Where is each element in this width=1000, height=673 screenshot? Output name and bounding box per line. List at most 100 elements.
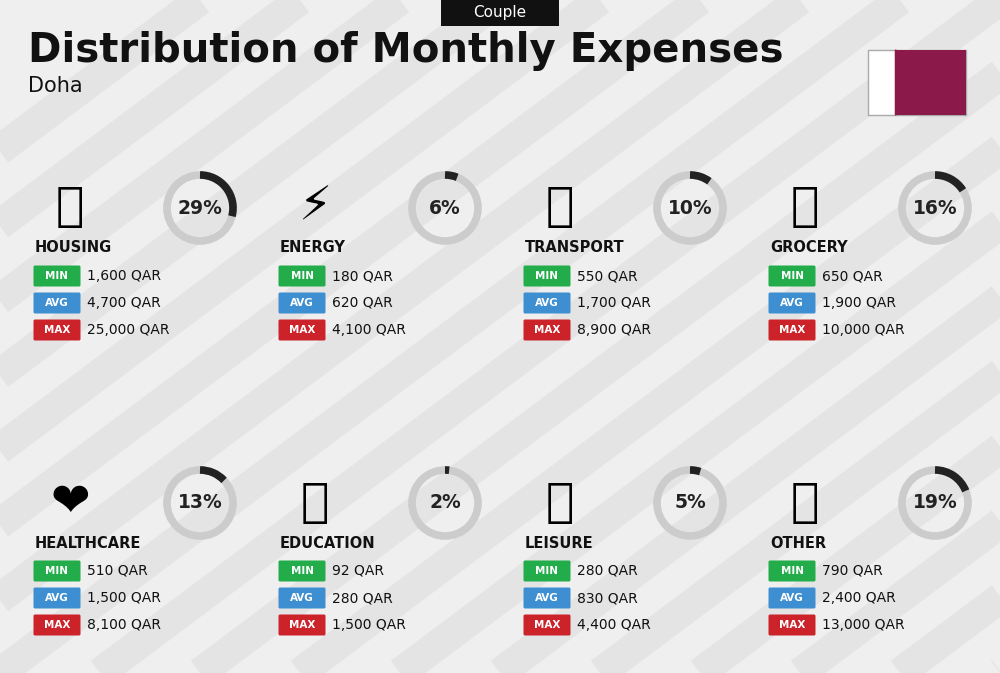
- Text: ❤: ❤: [50, 481, 90, 526]
- FancyBboxPatch shape: [768, 266, 816, 287]
- Text: MAX: MAX: [289, 620, 315, 630]
- Text: ⚡: ⚡: [298, 186, 332, 230]
- Text: 10%: 10%: [668, 199, 712, 217]
- FancyBboxPatch shape: [768, 588, 816, 608]
- Text: 180 QAR: 180 QAR: [332, 269, 393, 283]
- Text: MIN: MIN: [290, 566, 314, 576]
- FancyBboxPatch shape: [524, 614, 570, 635]
- Text: 8,900 QAR: 8,900 QAR: [577, 323, 651, 337]
- Text: MAX: MAX: [44, 620, 70, 630]
- Text: MIN: MIN: [46, 566, 68, 576]
- FancyBboxPatch shape: [278, 293, 326, 314]
- FancyBboxPatch shape: [278, 561, 326, 581]
- Text: 92 QAR: 92 QAR: [332, 564, 384, 578]
- Text: 8,100 QAR: 8,100 QAR: [87, 618, 161, 632]
- FancyBboxPatch shape: [278, 614, 326, 635]
- Text: Distribution of Monthly Expenses: Distribution of Monthly Expenses: [28, 31, 784, 71]
- Text: 4,100 QAR: 4,100 QAR: [332, 323, 406, 337]
- Text: 1,500 QAR: 1,500 QAR: [87, 591, 161, 605]
- Text: AVG: AVG: [45, 298, 69, 308]
- Text: MAX: MAX: [779, 325, 805, 335]
- Text: 650 QAR: 650 QAR: [822, 269, 883, 283]
- FancyBboxPatch shape: [895, 50, 966, 115]
- Text: AVG: AVG: [535, 593, 559, 603]
- Text: AVG: AVG: [780, 298, 804, 308]
- Text: 19%: 19%: [913, 493, 957, 513]
- Polygon shape: [895, 50, 905, 61]
- Text: 10,000 QAR: 10,000 QAR: [822, 323, 905, 337]
- Text: MAX: MAX: [289, 325, 315, 335]
- Text: 6%: 6%: [429, 199, 461, 217]
- Text: 29%: 29%: [178, 199, 222, 217]
- FancyBboxPatch shape: [34, 320, 80, 341]
- Polygon shape: [895, 61, 905, 71]
- Text: 1,600 QAR: 1,600 QAR: [87, 269, 161, 283]
- FancyBboxPatch shape: [441, 0, 559, 26]
- Polygon shape: [895, 104, 905, 115]
- Text: 🛒: 🛒: [791, 186, 819, 230]
- Text: 🛍: 🛍: [546, 481, 574, 526]
- Text: EDUCATION: EDUCATION: [280, 536, 376, 551]
- Text: MIN: MIN: [290, 271, 314, 281]
- Text: 1,500 QAR: 1,500 QAR: [332, 618, 406, 632]
- Text: 4,700 QAR: 4,700 QAR: [87, 296, 161, 310]
- Text: Couple: Couple: [473, 5, 527, 20]
- Polygon shape: [895, 83, 905, 94]
- Text: 280 QAR: 280 QAR: [332, 591, 393, 605]
- Text: AVG: AVG: [535, 298, 559, 308]
- Text: 25,000 QAR: 25,000 QAR: [87, 323, 170, 337]
- Text: 💰: 💰: [791, 481, 819, 526]
- Text: 620 QAR: 620 QAR: [332, 296, 393, 310]
- Text: Doha: Doha: [28, 76, 83, 96]
- FancyBboxPatch shape: [34, 614, 80, 635]
- Text: 2,400 QAR: 2,400 QAR: [822, 591, 896, 605]
- Text: MAX: MAX: [44, 325, 70, 335]
- Text: MIN: MIN: [536, 271, 558, 281]
- FancyBboxPatch shape: [278, 588, 326, 608]
- Text: GROCERY: GROCERY: [770, 240, 848, 256]
- Text: AVG: AVG: [290, 593, 314, 603]
- FancyBboxPatch shape: [524, 561, 570, 581]
- Text: 🏢: 🏢: [56, 186, 84, 230]
- Text: 13%: 13%: [178, 493, 222, 513]
- Text: HEALTHCARE: HEALTHCARE: [35, 536, 141, 551]
- FancyBboxPatch shape: [34, 293, 80, 314]
- Polygon shape: [895, 94, 905, 104]
- FancyBboxPatch shape: [768, 293, 816, 314]
- Text: 1,900 QAR: 1,900 QAR: [822, 296, 896, 310]
- Text: 830 QAR: 830 QAR: [577, 591, 638, 605]
- Text: HOUSING: HOUSING: [35, 240, 112, 256]
- FancyBboxPatch shape: [34, 266, 80, 287]
- Text: MAX: MAX: [534, 325, 560, 335]
- Text: 550 QAR: 550 QAR: [577, 269, 638, 283]
- FancyBboxPatch shape: [278, 266, 326, 287]
- Text: MAX: MAX: [779, 620, 805, 630]
- Text: 🚌: 🚌: [546, 186, 574, 230]
- Text: AVG: AVG: [45, 593, 69, 603]
- FancyBboxPatch shape: [768, 561, 816, 581]
- Text: 🎓: 🎓: [301, 481, 329, 526]
- Text: 13,000 QAR: 13,000 QAR: [822, 618, 905, 632]
- Text: MIN: MIN: [536, 566, 558, 576]
- FancyBboxPatch shape: [768, 614, 816, 635]
- FancyBboxPatch shape: [524, 588, 570, 608]
- Text: 280 QAR: 280 QAR: [577, 564, 638, 578]
- Text: 790 QAR: 790 QAR: [822, 564, 883, 578]
- FancyBboxPatch shape: [34, 588, 80, 608]
- Text: 2%: 2%: [429, 493, 461, 513]
- FancyBboxPatch shape: [278, 320, 326, 341]
- FancyBboxPatch shape: [524, 266, 570, 287]
- Text: AVG: AVG: [290, 298, 314, 308]
- Text: MIN: MIN: [780, 271, 804, 281]
- Text: OTHER: OTHER: [770, 536, 826, 551]
- Text: LEISURE: LEISURE: [525, 536, 594, 551]
- Polygon shape: [895, 71, 905, 83]
- Text: ENERGY: ENERGY: [280, 240, 346, 256]
- FancyBboxPatch shape: [868, 50, 966, 115]
- Text: 4,400 QAR: 4,400 QAR: [577, 618, 651, 632]
- FancyBboxPatch shape: [524, 320, 570, 341]
- Text: MAX: MAX: [534, 620, 560, 630]
- Text: MIN: MIN: [46, 271, 68, 281]
- FancyBboxPatch shape: [768, 320, 816, 341]
- Text: 1,700 QAR: 1,700 QAR: [577, 296, 651, 310]
